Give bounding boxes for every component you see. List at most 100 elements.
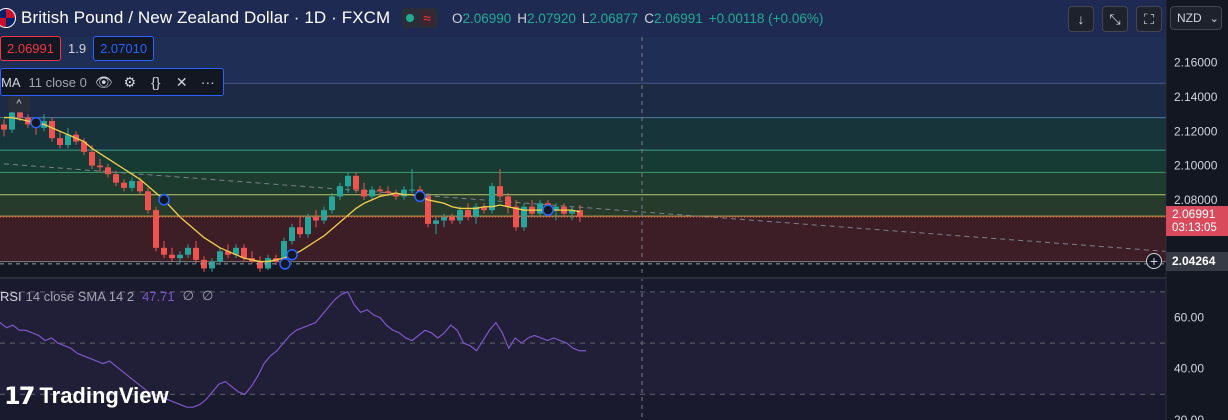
ma-marker xyxy=(30,116,42,129)
candle-body xyxy=(281,241,287,262)
rsi-legend[interactable]: RSI 14 close SMA 14 2 47.71 ∅ ∅ xyxy=(0,287,213,305)
candle-body xyxy=(161,247,167,255)
candle xyxy=(449,213,455,224)
tradingview-logo-icon: 17 xyxy=(4,382,35,410)
currency-label: NZD xyxy=(1177,11,1202,25)
candle-body xyxy=(369,189,375,197)
candle xyxy=(497,169,503,200)
candle-body xyxy=(217,251,223,262)
candle-body xyxy=(481,206,487,211)
ohlc-readout: O2.06990 H2.07920 L2.06877 C2.06991 +0.0… xyxy=(452,11,823,26)
currency-selector[interactable]: NZD ⌄ xyxy=(1170,6,1222,30)
ohlc-low-key: L xyxy=(581,10,590,26)
candle-body xyxy=(233,247,239,255)
candle xyxy=(481,203,487,214)
code-icon[interactable]: {} xyxy=(151,74,161,90)
candle xyxy=(105,163,111,178)
chart-top-buttons: ↓ ⤡ ⛶ xyxy=(1068,6,1162,32)
rsi-tick-label: 20.00 xyxy=(1174,413,1204,420)
symbol-title[interactable]: British Pound / New Zealand Dollar · 1D … xyxy=(21,8,391,27)
candle xyxy=(377,186,383,197)
rsi-pane xyxy=(0,291,586,408)
collapse-legend-icon[interactable]: ^ xyxy=(8,96,30,112)
candle-body xyxy=(457,210,463,221)
candle-body xyxy=(137,181,143,192)
candle xyxy=(57,131,63,149)
candle-body xyxy=(185,247,191,255)
ohlc-close-value: 2.06991 xyxy=(653,10,703,26)
candle xyxy=(137,177,143,195)
price-tick-label: 2.08000 xyxy=(1174,193,1218,207)
candle xyxy=(369,186,375,200)
plus-icon[interactable]: + xyxy=(1146,253,1162,269)
crosshair xyxy=(0,216,1166,270)
candle-body xyxy=(65,134,71,145)
candle xyxy=(393,189,399,200)
candle-body xyxy=(257,261,263,269)
rsi-polyline xyxy=(0,291,586,408)
spread-value: 1.9 xyxy=(68,41,87,56)
candle xyxy=(313,210,319,228)
candle-body xyxy=(313,217,319,221)
candle-body xyxy=(225,251,231,255)
close-icon[interactable]: ✕ xyxy=(175,73,188,90)
candle-body xyxy=(113,174,119,183)
candle-body xyxy=(345,175,351,187)
candle-body xyxy=(441,217,447,221)
zone-3 xyxy=(0,150,1166,173)
chart-header: British Pound / New Zealand Dollar · 1D … xyxy=(0,5,823,31)
candle-body xyxy=(553,206,559,211)
more-icon[interactable]: ··· xyxy=(200,74,215,90)
crosshair-point xyxy=(279,258,291,270)
candle xyxy=(361,182,367,200)
bar-countdown: 03:13:05 xyxy=(1172,222,1217,234)
gear-icon[interactable]: ⚙ xyxy=(123,73,137,90)
candle xyxy=(489,182,495,214)
ma-legend[interactable]: MA 11 close 0 👁 ⚙ {} ✕ ··· xyxy=(0,68,224,96)
screenshot-icon[interactable]: ⛶ xyxy=(1136,6,1162,32)
ma-marker xyxy=(542,204,554,216)
zone-2 xyxy=(0,117,1166,151)
candle-body xyxy=(409,189,415,191)
candle xyxy=(345,172,351,193)
buy-button[interactable]: 2.07010 xyxy=(93,36,155,61)
rsi-legend-params: 14 close SMA 14 2 xyxy=(25,288,135,304)
candle-body xyxy=(361,189,367,197)
trendline xyxy=(3,163,1228,257)
candle-body xyxy=(321,210,327,221)
candle xyxy=(265,254,271,271)
tradingview-logo[interactable]: 17 TradingView xyxy=(4,382,169,410)
candle-body xyxy=(489,186,495,211)
price-tick-label: 2.14000 xyxy=(1174,90,1218,104)
candle-body xyxy=(169,254,175,259)
eye-icon[interactable]: 👁 xyxy=(94,73,113,90)
market-status[interactable]: ≈ xyxy=(402,8,438,28)
sell-button[interactable]: 2.06991 xyxy=(0,36,61,61)
price-tick-label: 2.16000 xyxy=(1174,56,1218,70)
candle xyxy=(65,127,71,149)
fullscreen-icon[interactable]: ⤡ xyxy=(1102,6,1128,32)
candle-body xyxy=(497,186,503,197)
price-levels xyxy=(0,82,1166,263)
rsi-legend-name: RSI xyxy=(0,288,22,304)
candle xyxy=(337,182,343,200)
grid xyxy=(0,37,1166,420)
candle-body xyxy=(17,112,23,118)
ma-legend-params: 11 close 0 xyxy=(28,74,87,90)
zone-4 xyxy=(0,172,1166,195)
rsi-tick-label: 40.00 xyxy=(1174,362,1204,376)
candle-body xyxy=(57,138,63,145)
candle-body xyxy=(377,189,383,192)
candle xyxy=(321,206,327,224)
candle xyxy=(409,169,415,193)
down-arrow-icon[interactable]: ↓ xyxy=(1068,6,1094,32)
candle-body xyxy=(97,165,103,168)
candle-body xyxy=(145,191,151,211)
candle xyxy=(169,247,175,262)
price-tick-label: 2.10000 xyxy=(1174,159,1218,173)
market-open-dot-icon xyxy=(406,14,415,22)
candle-body xyxy=(353,175,359,190)
candle-body xyxy=(425,196,431,224)
price-zones xyxy=(0,0,1166,420)
